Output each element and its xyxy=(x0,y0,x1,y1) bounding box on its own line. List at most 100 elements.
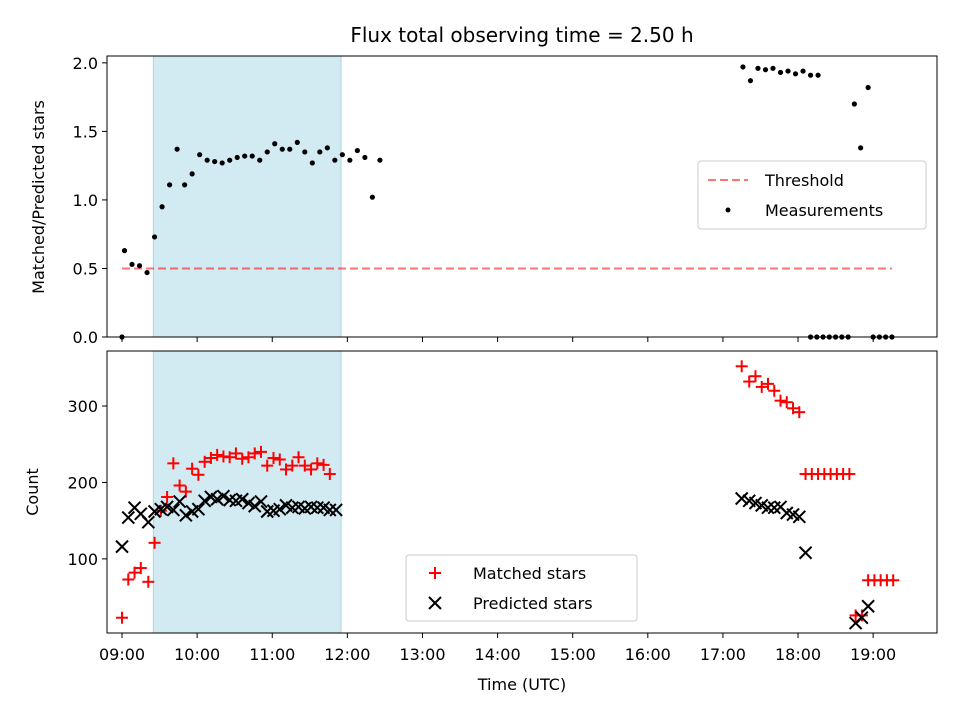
measurement-point xyxy=(249,153,255,159)
matched-star-point xyxy=(298,459,311,472)
measurement-point xyxy=(272,141,278,147)
measurement-point xyxy=(747,78,754,84)
matched-star-point xyxy=(167,457,180,470)
predicted-star-point xyxy=(121,510,135,525)
matched-star-point xyxy=(128,566,141,579)
measurement-point xyxy=(858,145,864,151)
predicted-star-point xyxy=(273,502,287,516)
measurement-point xyxy=(332,157,338,163)
matched-star-point xyxy=(273,453,286,466)
matched-star-point xyxy=(161,490,174,503)
matched-star-point xyxy=(242,451,255,464)
matched-star-point xyxy=(280,463,293,476)
measurement-point xyxy=(212,158,218,165)
bottom-axes: 100 200 300 09:00 10:00 11:00 12:00 13:00 14:00… xyxy=(23,350,938,694)
legend-measurements-swatch xyxy=(725,207,731,213)
x-axis-label: Time (UTC) xyxy=(477,675,566,694)
predicted-star-point xyxy=(197,494,212,508)
x-tick-label: 19:00 xyxy=(850,645,896,664)
measurement-point xyxy=(279,146,285,152)
chart-title: Flux total observing time = 2.50 h xyxy=(350,23,693,47)
x-tick-label: 14:00 xyxy=(475,645,521,664)
predicted-star-point xyxy=(798,546,813,560)
matched-star-point xyxy=(768,384,781,397)
bottom-y-tick-label: 100 xyxy=(67,550,98,569)
measurement-point xyxy=(219,160,225,166)
matched-star-point xyxy=(843,468,856,481)
matched-star-point xyxy=(743,375,756,388)
matched-star-point xyxy=(134,562,147,575)
matched-star-point xyxy=(261,459,274,472)
matched-star-point xyxy=(323,468,336,481)
measurement-point xyxy=(369,194,375,200)
bottom-y-ticks: 100 200 300 xyxy=(67,397,107,569)
predicted-star-point xyxy=(141,515,156,529)
legend-measurements-label: Measurements xyxy=(765,201,883,220)
top-y-tick-label: 1.5 xyxy=(73,122,98,141)
bottom-legend-box xyxy=(405,554,638,622)
matched-star-point xyxy=(122,573,135,586)
top-x-ticks xyxy=(121,337,874,342)
x-tick-label: 09:00 xyxy=(99,645,145,664)
predicted-star-point xyxy=(115,539,129,554)
matched-star-point xyxy=(887,574,900,587)
predicted-star-point xyxy=(329,503,343,517)
predicted-star-point xyxy=(248,499,262,513)
matched-star-point xyxy=(755,380,768,393)
predicted-star-point xyxy=(172,494,187,509)
predicted-star-point xyxy=(310,500,325,515)
measurement-point xyxy=(294,139,300,145)
measurement-point xyxy=(377,157,383,163)
measurement-point xyxy=(755,65,761,71)
top-axes: 0.00.51.01.52.0 Matched/Predicted stars … xyxy=(29,54,938,347)
matched-star-point xyxy=(236,452,249,465)
matched-star-point xyxy=(116,611,129,624)
measurement-point xyxy=(777,69,784,76)
measurement-point xyxy=(354,147,360,154)
x-tick-label: 16:00 xyxy=(625,645,671,664)
top-shaded-interval xyxy=(152,55,342,338)
measurement-point xyxy=(807,72,814,78)
bottom-x-ticks: 09:00 10:00 11:00 12:00 13:00 14:00 15:00 16:00… xyxy=(99,633,896,664)
measurement-point xyxy=(792,71,799,77)
matched-star-point xyxy=(223,451,236,464)
predicted-star-point xyxy=(166,503,181,517)
matched-star-point xyxy=(229,447,242,460)
legend-threshold-label: Threshold xyxy=(764,171,844,190)
matched-star-point xyxy=(154,504,167,517)
legend-predicted-label: Predicted stars xyxy=(473,594,593,613)
x-tick-label: 17:00 xyxy=(700,645,746,664)
predicted-star-point xyxy=(792,510,806,524)
top-legend: Threshold Measurements xyxy=(697,160,927,230)
matched-star-point xyxy=(793,406,806,419)
predicted-star-point xyxy=(179,508,193,523)
measurement-point xyxy=(136,263,143,269)
bottom-legend: Matched stars Predicted stars xyxy=(405,554,638,622)
measurement-point xyxy=(204,157,210,163)
x-tick-label: 15:00 xyxy=(550,645,596,664)
top-y-tick-label: 2.0 xyxy=(73,54,98,73)
matched-star-point xyxy=(774,394,787,407)
matched-star-point xyxy=(173,479,186,492)
top-y-tick-label: 1.0 xyxy=(73,191,98,210)
matched-star-point xyxy=(286,459,299,472)
measurement-point xyxy=(166,182,173,188)
top-legend-box xyxy=(697,160,927,230)
measurement-point xyxy=(324,145,330,151)
measurement-point xyxy=(197,152,203,158)
measurement-point xyxy=(234,154,240,161)
measurement-point xyxy=(317,149,323,155)
measurement-point xyxy=(339,152,345,158)
predicted-star-point xyxy=(235,492,249,506)
measurement-point xyxy=(227,157,233,163)
matched-star-point xyxy=(780,396,793,409)
measurement-point xyxy=(189,171,195,177)
matched-star-point xyxy=(248,447,261,460)
measurement-point xyxy=(242,153,248,159)
matched-star-point xyxy=(198,455,211,468)
matched-star-point xyxy=(186,462,199,475)
predicted-star-point xyxy=(734,491,749,506)
bottom-y-tick-label: 300 xyxy=(67,397,98,416)
bottom-y-tick-label: 200 xyxy=(67,473,98,492)
